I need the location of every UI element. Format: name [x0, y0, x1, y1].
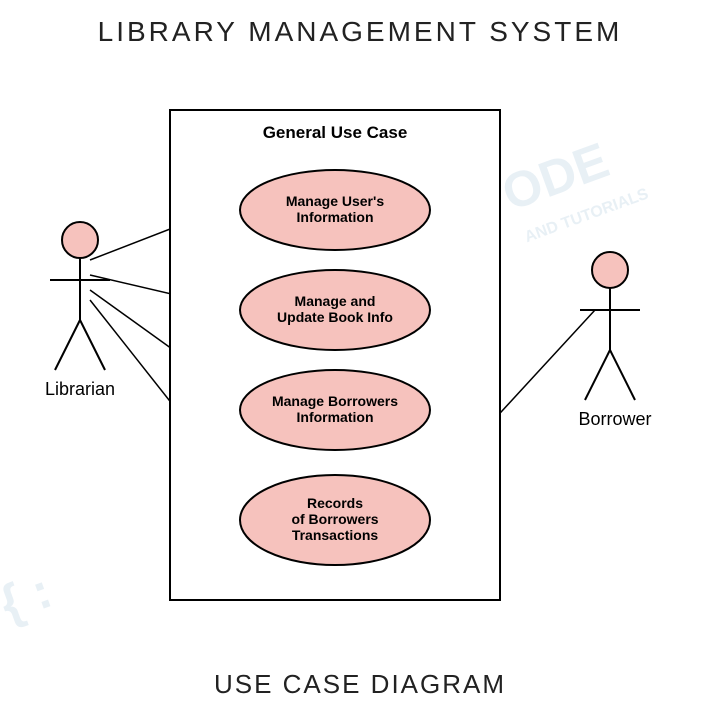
use-case-diagram: ODEAND TUTORIALS{ :General Use CaseManag…: [0, 0, 720, 720]
usecase-label-uc1-0: Manage User's: [286, 193, 384, 209]
actor-borrower: Borrower: [578, 252, 651, 429]
usecase-label-uc2-0: Manage and: [295, 293, 376, 309]
actor-head-icon: [592, 252, 628, 288]
usecase-label-uc4-0: Records: [307, 495, 363, 511]
usecase-label-uc4-2: Transactions: [292, 527, 379, 543]
actor-label-librarian: Librarian: [45, 379, 115, 399]
watermark-brace: { :: [0, 562, 59, 632]
actor-label-borrower: Borrower: [578, 409, 651, 429]
usecase-label-uc1-1: Information: [297, 209, 374, 225]
usecase-label-uc2-1: Update Book Info: [277, 309, 393, 325]
usecase-label-uc3-1: Information: [297, 409, 374, 425]
usecase-label-uc4-1: of Borrowers: [291, 511, 378, 527]
actor-librarian: Librarian: [45, 222, 115, 399]
actor-head-icon: [62, 222, 98, 258]
system-title: General Use Case: [263, 123, 408, 142]
usecase-label-uc3-0: Manage Borrowers: [272, 393, 398, 409]
